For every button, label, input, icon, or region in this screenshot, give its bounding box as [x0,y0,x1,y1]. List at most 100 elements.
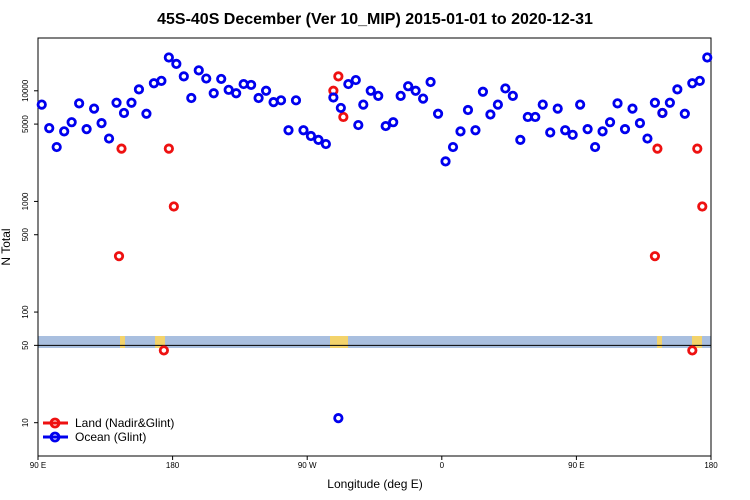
map-land-patch [692,336,702,348]
ocean-point [477,86,489,97]
map-land-patch [330,336,348,348]
land-point [116,143,127,154]
land-point [697,201,708,212]
ocean-point [290,95,302,106]
ocean-point [425,76,436,88]
y-axis: 10 50 100 500 1000 5000 10000 [21,79,38,427]
ocean-point [193,65,204,76]
ocean-point [657,107,668,119]
ocean-point [664,97,675,108]
legend: Land (Nadir&Glint) Ocean (Glint) [43,416,174,444]
x-tick-label: 180 [704,461,718,470]
ocean-point [500,83,511,94]
ocean-point [343,78,354,90]
ocean-point [275,95,287,106]
ocean-point [246,79,257,91]
ocean-point [507,90,518,101]
ocean-point [328,92,339,103]
ocean-point [455,126,466,137]
ocean-point [253,92,264,104]
ocean-point [582,124,593,135]
ocean-point [702,52,713,63]
ocean-point [44,122,55,134]
y-tick-label: 5000 [21,115,30,133]
ocean-point [432,108,444,119]
ocean-point [403,81,414,92]
x-tick-label: 0 [440,461,445,470]
ocean-point [118,107,130,119]
y-tick-label: 1000 [21,192,30,210]
ocean-point [552,103,563,114]
land-point [113,251,125,262]
map-land-patch [155,336,165,348]
ocean-point [575,99,586,110]
ocean-point [305,130,317,142]
y-tick-label: 50 [21,340,30,349]
y-tick-label: 500 [21,228,30,242]
ocean-point [231,88,242,99]
land-point [168,201,179,212]
ocean-point [133,84,145,95]
legend-item-land: Land (Nadir&Glint) [43,416,174,430]
ocean-point [492,99,503,110]
ocean-point [126,97,137,108]
ocean-point [320,138,331,150]
x-tick-label: 180 [166,461,180,470]
ocean-point [186,92,197,104]
legend-marker-ocean [49,431,61,443]
legend-marker-land [49,417,61,429]
y-tick-label: 10000 [21,79,30,102]
ocean-point [515,134,526,145]
x-tick-label: 90 E [30,461,46,470]
ocean-point [156,75,167,86]
ocean-point [350,74,361,86]
ocean-point [462,104,474,116]
ocean-point [298,125,309,136]
y-axis-label: N Total [0,228,13,265]
land-point [158,345,169,356]
ocean-point [335,102,346,114]
legend-item-ocean: Ocean (Glint) [43,430,146,444]
data-points [36,52,713,424]
land-point [338,111,349,123]
legend-label-land: Land (Nadir&Glint) [75,416,174,430]
ocean-point [395,90,406,101]
land-point [652,143,663,154]
ocean-point [380,120,391,132]
ocean-point [333,413,344,424]
plot-frame [37,37,712,457]
ocean-point [649,97,661,108]
ocean-point [418,93,429,104]
land-point [163,143,174,154]
ocean-point [163,52,174,63]
land-point [333,71,344,82]
ocean-point [530,111,541,123]
ocean-point [358,99,369,110]
ocean-point [567,129,578,140]
ocean-point [103,133,115,144]
ocean-point [470,125,481,136]
chart-title: 45S-40S December (Ver 10_MIP) 2015-01-01… [157,11,593,28]
ocean-point [74,98,85,109]
ocean-point [485,109,496,120]
ocean-point [313,134,324,145]
ocean-point [642,133,653,144]
ocean-point [612,98,623,109]
ocean-point [440,156,451,167]
ocean-point [201,73,212,84]
map-land-patch [657,336,662,348]
ocean-point [604,117,616,128]
ocean-point [178,71,189,82]
map-strip [38,336,711,348]
ocean-point [216,73,227,85]
ocean-point [545,127,556,138]
ocean-point [260,85,272,96]
y-tick-label: 100 [21,305,30,319]
ocean-point [171,58,182,69]
ocean-point [560,125,571,136]
map-ocean-band [38,336,711,348]
x-axis-label: Longitude (deg E) [327,477,422,491]
y-tick-label: 10 [21,418,30,427]
ocean-point [88,103,100,114]
ocean-point [679,108,690,119]
